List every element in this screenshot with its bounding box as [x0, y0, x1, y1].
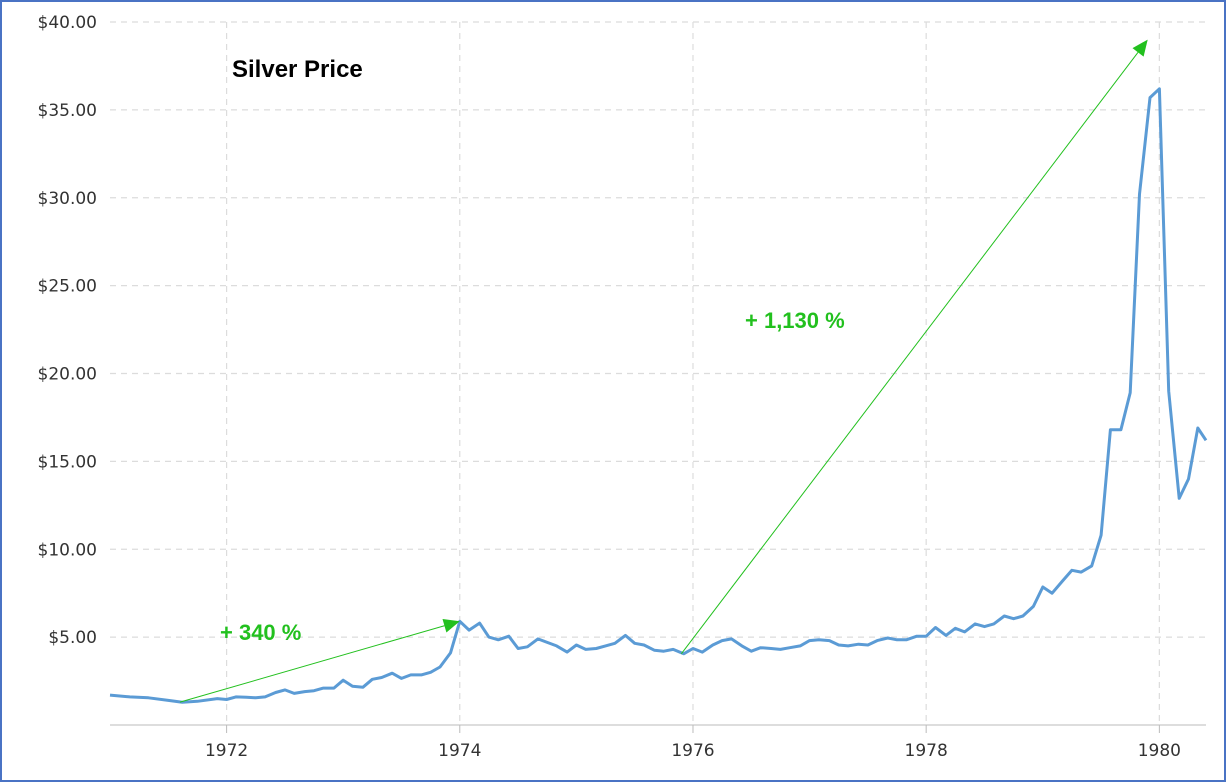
series-line-silver	[109, 87, 1208, 704]
y-tick-label: $5.00	[48, 628, 97, 648]
annotation-label: + 340 %	[220, 620, 301, 645]
y-axis-ticks: $5.00 $10.00 $15.00 $20.00 $25.00 $30.00 $35.0…	[38, 13, 97, 648]
grid-lines	[110, 21, 1206, 725]
annotation-label: + 1,130 %	[745, 308, 845, 333]
x-tick-label: 1974	[438, 741, 481, 761]
x-tick-label: 1972	[205, 741, 248, 761]
x-tick-label: 1980	[1138, 741, 1181, 761]
annotations: + 340 % + 1,130 %	[179, 39, 1148, 703]
y-tick-label: $20.00	[38, 365, 97, 385]
y-tick-label: $10.00	[38, 540, 97, 560]
x-tick-label: 1976	[671, 741, 714, 761]
annotation-arrow-line	[179, 625, 445, 703]
annotation-arrow-head	[1132, 39, 1148, 57]
y-tick-label: $25.00	[38, 277, 97, 297]
y-tick-label: $30.00	[38, 189, 97, 209]
y-tick-label: $35.00	[38, 101, 97, 121]
y-tick-label: $40.00	[38, 13, 97, 33]
x-axis-ticks: 1972 1974 1976 1978 1980	[205, 725, 1181, 761]
annotation-arrow-head	[442, 619, 460, 633]
x-tick-label: 1978	[905, 741, 948, 761]
chart-title: Silver Price	[232, 56, 363, 83]
annotation-arrow-line	[680, 52, 1139, 655]
y-tick-label: $15.00	[38, 452, 97, 472]
